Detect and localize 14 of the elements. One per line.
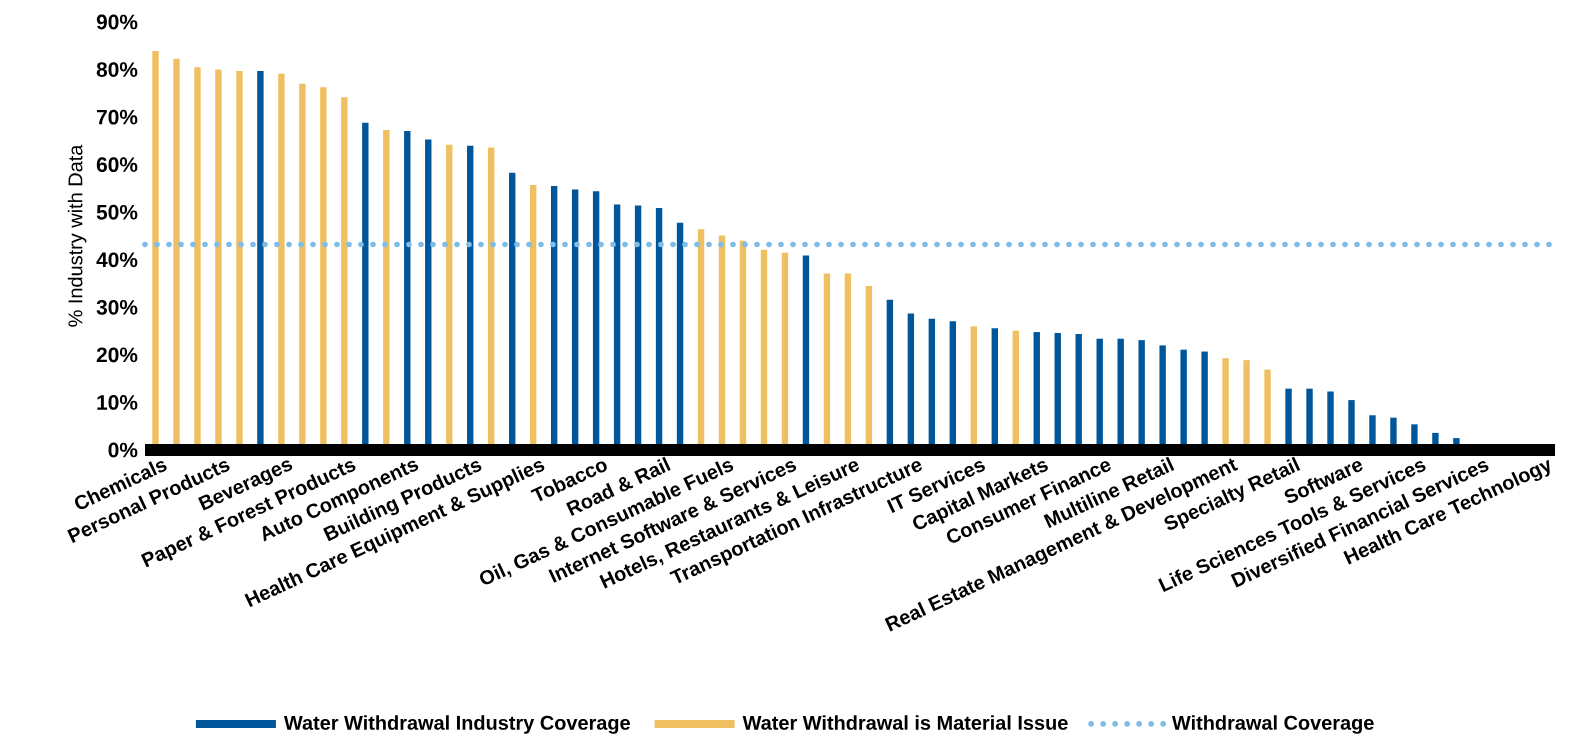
y-tick-label: 20% xyxy=(96,347,138,363)
y-tick-label: 80% xyxy=(96,62,138,77)
y-tick-label: 30% xyxy=(96,299,138,315)
y-tick-label: 50% xyxy=(96,204,138,220)
legend-label: Water Withdrawal is Material Issue xyxy=(742,715,1068,730)
y-tick-label: 40% xyxy=(96,252,138,268)
y-tick-label: 10% xyxy=(97,395,138,410)
legend-label: Water Withdrawal Industry Coverage xyxy=(283,715,630,734)
y-tick-label: 0% xyxy=(108,442,138,458)
y-axis-title: % Industry with Data xyxy=(67,144,87,327)
y-tick-label: 60% xyxy=(96,157,138,173)
legend-label: Withdrawal Coverage xyxy=(1171,715,1374,734)
y-tick-label: 70% xyxy=(96,109,138,125)
y-tick-label: 90% xyxy=(96,14,138,30)
